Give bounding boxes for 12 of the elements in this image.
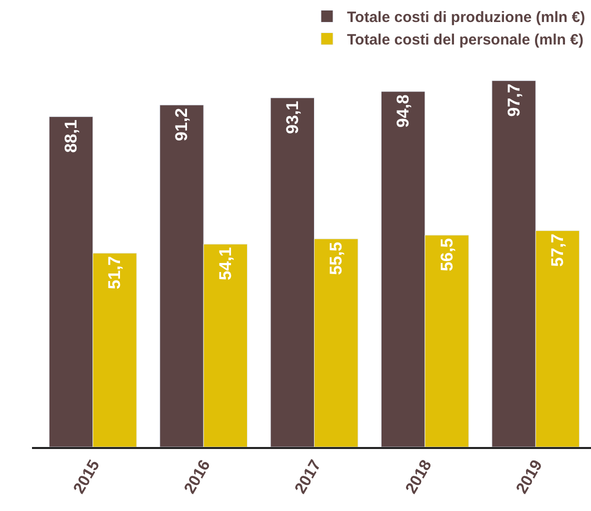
data-label: 54,1 <box>216 247 235 280</box>
data-label: 55,5 <box>326 242 346 275</box>
legend-label: Totale costi di produzione (mln €) <box>347 9 586 26</box>
data-label: 51,7 <box>105 256 124 290</box>
data-label: 88,1 <box>62 120 81 153</box>
data-label: 94,8 <box>394 94 413 128</box>
data-label: 97,7 <box>504 84 524 117</box>
data-label: 91,2 <box>172 108 192 142</box>
data-label: 56,5 <box>437 238 456 272</box>
data-label: 93,1 <box>282 100 302 134</box>
legend-label: Totale costi del personale (mln €) <box>347 32 584 49</box>
data-label: 57,7 <box>548 234 568 267</box>
